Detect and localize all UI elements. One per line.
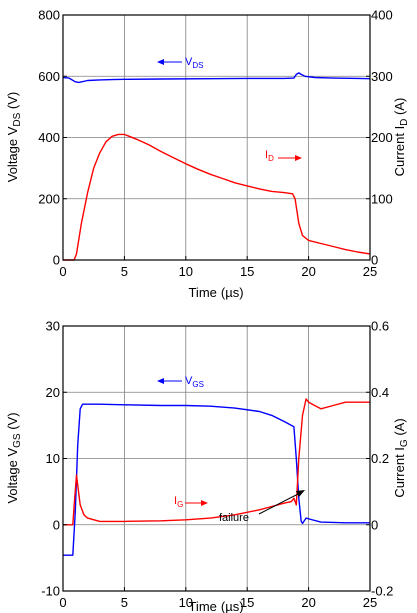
annotation-id-sub: D bbox=[268, 154, 274, 163]
annotation-ig-sub: G bbox=[177, 500, 183, 509]
y-tick-label-left: -10 bbox=[41, 584, 60, 599]
annotation-failure-label: failure bbox=[219, 512, 249, 524]
annotation-id: ID bbox=[265, 149, 302, 163]
y-axis-label-left-bottom: Voltage VGS (V) bbox=[5, 412, 23, 503]
y-tick-label-left: 800 bbox=[38, 8, 60, 23]
svg-text:IG: IG bbox=[174, 495, 183, 509]
grid-top bbox=[63, 15, 370, 260]
annotation-vgs: VGS bbox=[157, 375, 204, 389]
y-tick-label-right: 0 bbox=[371, 517, 378, 532]
y-tick-label-right: 0.4 bbox=[371, 385, 389, 400]
x-tick-label: 20 bbox=[301, 264, 315, 279]
y-tick-label-right: 100 bbox=[371, 191, 393, 206]
annotation-ig: IG bbox=[174, 495, 208, 509]
y-tick-label-left: 400 bbox=[38, 130, 60, 145]
y-tick-label-right: 300 bbox=[371, 69, 393, 84]
x-tick-label: 20 bbox=[301, 595, 315, 610]
y-tick-label-right: 0 bbox=[371, 253, 378, 268]
y-tick-label-left: 0 bbox=[53, 253, 60, 268]
x-tick-label: 10 bbox=[179, 595, 193, 610]
y-tick-label-right: 200 bbox=[371, 130, 393, 145]
y-tick-label-left: 200 bbox=[38, 191, 60, 206]
y-tick-label-right: 400 bbox=[371, 8, 393, 23]
annotation-failure: failure bbox=[219, 490, 305, 524]
x-tick-label: 5 bbox=[121, 264, 128, 279]
y-tick-label-left: 30 bbox=[46, 319, 60, 334]
annotation-vds-sub: DS bbox=[192, 61, 203, 70]
x-tick-label: 0 bbox=[59, 264, 66, 279]
series-line-ig bbox=[63, 398, 370, 526]
y-axis-label-left-top: Voltage VDS (V) bbox=[5, 92, 23, 183]
y-tick-label-right: 0.2 bbox=[371, 451, 389, 466]
x-tick-label: 25 bbox=[363, 264, 377, 279]
annotation-id-label: I bbox=[265, 149, 268, 161]
y-axis-label-right-top: Current ID (A) bbox=[392, 98, 410, 177]
series-line-vgs bbox=[63, 403, 370, 556]
x-tick-label: 25 bbox=[363, 595, 377, 610]
y-axis-label-right-bottom: Current IG (A) bbox=[392, 418, 410, 497]
y-tick-label-left: 600 bbox=[38, 69, 60, 84]
series-top bbox=[62, 72, 371, 261]
svg-text:ID: ID bbox=[265, 149, 274, 163]
annotation-vds-label: V bbox=[185, 56, 193, 68]
y-tick-label-left: 0 bbox=[53, 517, 60, 532]
y-tick-label-left: 10 bbox=[46, 451, 60, 466]
x-tick-label: 15 bbox=[240, 595, 254, 610]
annotation-vgs-label: V bbox=[185, 375, 193, 387]
series-bottom bbox=[63, 398, 370, 556]
y-tick-label-right: -0.2 bbox=[371, 584, 393, 599]
series-line-id bbox=[63, 133, 371, 261]
x-axis-label-bottom: Time (µs) bbox=[188, 599, 243, 613]
svg-text:VGS: VGS bbox=[185, 375, 204, 389]
y-tick-label-left: 20 bbox=[46, 385, 60, 400]
x-tick-label: 10 bbox=[179, 264, 193, 279]
annotation-vgs-sub: GS bbox=[192, 380, 204, 389]
x-tick-label: 0 bbox=[59, 595, 66, 610]
grid-bottom bbox=[63, 326, 370, 591]
svg-text:VDS: VDS bbox=[185, 56, 203, 70]
x-tick-label: 15 bbox=[240, 264, 254, 279]
annotation-vds: VDS bbox=[157, 56, 203, 70]
series-line-vds bbox=[62, 72, 371, 84]
x-tick-label: 5 bbox=[121, 595, 128, 610]
annotation-ig-label: I bbox=[174, 495, 177, 507]
x-axis-label-top: Time (µs) bbox=[188, 285, 243, 300]
y-tick-label-right: 0.6 bbox=[371, 319, 389, 334]
